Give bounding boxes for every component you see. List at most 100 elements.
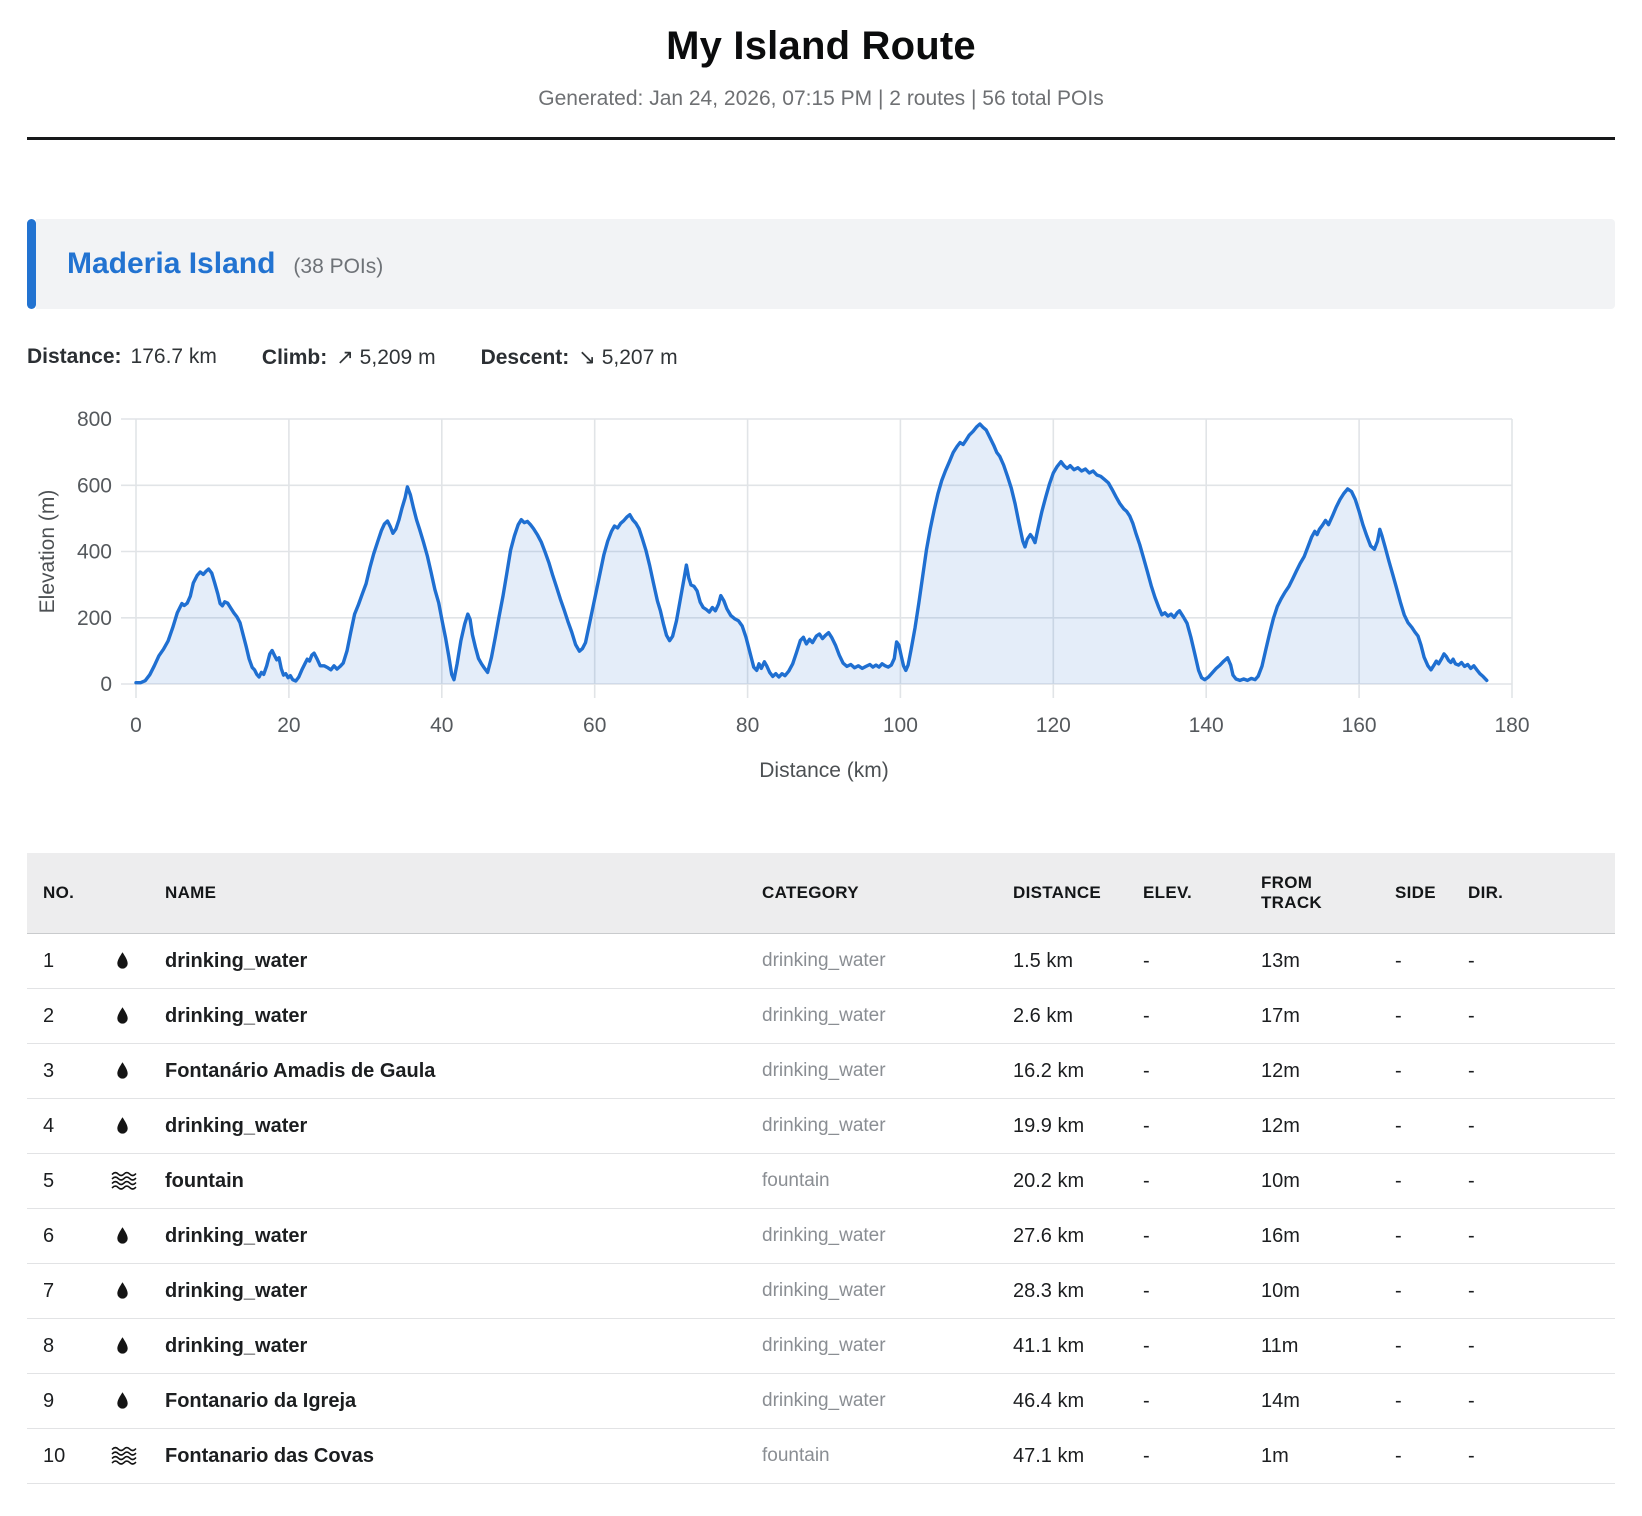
poi-icon-cell	[99, 1153, 155, 1209]
column-header-from-track: FROM TRACK	[1251, 853, 1385, 934]
poi-name: drinking_water	[155, 1263, 752, 1319]
x-tick-label: 40	[430, 714, 453, 737]
table-row: 4 drinking_water drinking_water 19.9 km -12m…	[27, 1098, 1615, 1154]
stat-climb-value: ↗ 5,209 m	[336, 346, 436, 369]
poi-name: Fontanário Amadis de Gaula	[155, 1043, 752, 1099]
stat-climb: Climb: ↗ 5,209 m	[262, 345, 436, 370]
poi-side: -	[1385, 1153, 1458, 1209]
poi-direction: -	[1458, 1428, 1615, 1484]
poi-side: -	[1385, 933, 1458, 989]
poi-icon-cell	[99, 1318, 155, 1374]
poi-name: fountain	[155, 1153, 752, 1209]
elevation-chart: 0 20 40 60 80 100 120 140 160 180 0 200 400 600 800 Dis…	[27, 402, 1615, 782]
poi-category: drinking_water	[752, 1208, 1003, 1264]
poi-category: drinking_water	[752, 1098, 1003, 1154]
y-tick-label: 600	[77, 474, 112, 497]
x-tick-label: 20	[277, 714, 300, 737]
poi-name: Fontanario da Igreja	[155, 1373, 752, 1429]
poi-side: -	[1385, 1098, 1458, 1154]
x-tick-label: 80	[736, 714, 759, 737]
stat-distance-label: Distance:	[27, 345, 122, 368]
water-drop-icon	[111, 1225, 134, 1248]
x-tick-label: 120	[1036, 714, 1071, 737]
column-header-name: NAME	[155, 853, 752, 934]
column-header-distance: DISTANCE	[1003, 853, 1133, 934]
column-header-elev: ELEV.	[1133, 853, 1251, 934]
water-drop-icon	[111, 1060, 134, 1083]
poi-elevation: -	[1133, 988, 1251, 1044]
poi-direction: -	[1458, 1373, 1615, 1429]
poi-name: drinking_water	[155, 1208, 752, 1264]
route-poi-count: (38 POIs)	[293, 254, 384, 278]
poi-distance: 47.1 km	[1003, 1428, 1133, 1484]
poi-icon-cell	[99, 1373, 155, 1429]
column-header-icon-spacer	[99, 853, 155, 934]
poi-from-track: 11m	[1251, 1318, 1385, 1374]
poi-number: 2	[27, 988, 99, 1044]
poi-distance: 28.3 km	[1003, 1263, 1133, 1319]
poi-category: drinking_water	[752, 1043, 1003, 1099]
poi-name: drinking_water	[155, 1318, 752, 1374]
table-row: 2 drinking_water drinking_water 2.6 km -17m -…	[27, 988, 1615, 1044]
poi-category: drinking_water	[752, 1318, 1003, 1374]
poi-icon-cell	[99, 1043, 155, 1099]
x-tick-label: 0	[130, 714, 142, 737]
poi-from-track: 16m	[1251, 1208, 1385, 1264]
poi-number: 1	[27, 933, 99, 989]
poi-name: drinking_water	[155, 988, 752, 1044]
poi-from-track: 10m	[1251, 1153, 1385, 1209]
stat-descent: Descent: ↘ 5,207 m	[481, 345, 678, 370]
poi-number: 3	[27, 1043, 99, 1099]
poi-direction: -	[1458, 1043, 1615, 1099]
poi-number: 10	[27, 1428, 99, 1484]
poi-direction: -	[1458, 1153, 1615, 1209]
poi-elevation: -	[1133, 1318, 1251, 1374]
column-header-dir: DIR.	[1458, 853, 1615, 934]
poi-direction: -	[1458, 988, 1615, 1044]
table-row: 9 Fontanario da Igreja drinking_water 46.4 …	[27, 1373, 1615, 1429]
header-divider	[27, 137, 1615, 140]
fountain-waves-icon	[111, 1445, 137, 1468]
water-drop-icon	[111, 1005, 134, 1028]
poi-side: -	[1385, 1263, 1458, 1319]
poi-from-track: 1m	[1251, 1428, 1385, 1484]
poi-icon-cell	[99, 1263, 155, 1319]
poi-distance: 46.4 km	[1003, 1373, 1133, 1429]
stat-climb-label: Climb:	[261, 346, 328, 369]
y-tick-label: 400	[77, 541, 112, 564]
poi-side: -	[1385, 1428, 1458, 1484]
poi-distance: 1.5 km	[1003, 933, 1133, 989]
poi-category: drinking_water	[752, 933, 1003, 989]
table-row: 10 Fontanario das Covas fountain 47.1 km -1m…	[27, 1428, 1615, 1484]
table-row: 3 Fontanário Amadis de Gaula drinking_wate…	[27, 1043, 1615, 1099]
water-drop-icon	[111, 1335, 134, 1358]
poi-table: NO. NAME CATEGORY DISTANCE ELEV. FROM TR…	[27, 853, 1615, 1484]
poi-direction: -	[1458, 1318, 1615, 1374]
poi-name: drinking_water	[155, 1098, 752, 1154]
elevation-chart-svg: 0 20 40 60 80 100 120 140 160 180 0 200 400 600 800 Dis…	[36, 408, 1530, 782]
poi-category: drinking_water	[752, 1263, 1003, 1319]
poi-side: -	[1385, 1043, 1458, 1099]
stat-descent-value: ↘ 5,207 m	[578, 346, 678, 369]
poi-icon-cell	[99, 1098, 155, 1154]
poi-from-track: 14m	[1251, 1373, 1385, 1429]
route-accent-bar	[27, 219, 36, 309]
x-tick-label: 60	[583, 714, 606, 737]
x-axis-title: Distance (km)	[759, 759, 889, 782]
poi-elevation: -	[1133, 1208, 1251, 1264]
x-tick-label: 160	[1342, 714, 1377, 737]
poi-category: drinking_water	[752, 988, 1003, 1044]
poi-distance: 27.6 km	[1003, 1208, 1133, 1264]
poi-number: 7	[27, 1263, 99, 1319]
column-header-category: CATEGORY	[752, 853, 1003, 934]
route-title-band: Maderia Island (38 POIs)	[36, 219, 1615, 309]
poi-direction: -	[1458, 1208, 1615, 1264]
poi-direction: -	[1458, 933, 1615, 989]
water-drop-icon	[111, 1390, 134, 1413]
header-row: NO. NAME CATEGORY DISTANCE ELEV. FROM TR…	[27, 853, 1615, 934]
poi-from-track: 12m	[1251, 1098, 1385, 1154]
page-subtitle: Generated: Jan 24, 2026, 07:15 PM | 2 ro…	[538, 87, 1104, 110]
poi-side: -	[1385, 1318, 1458, 1374]
stat-descent-label: Descent:	[480, 346, 570, 369]
table-row: 1 drinking_water drinking_water 1.5 km -13m -…	[27, 933, 1615, 989]
